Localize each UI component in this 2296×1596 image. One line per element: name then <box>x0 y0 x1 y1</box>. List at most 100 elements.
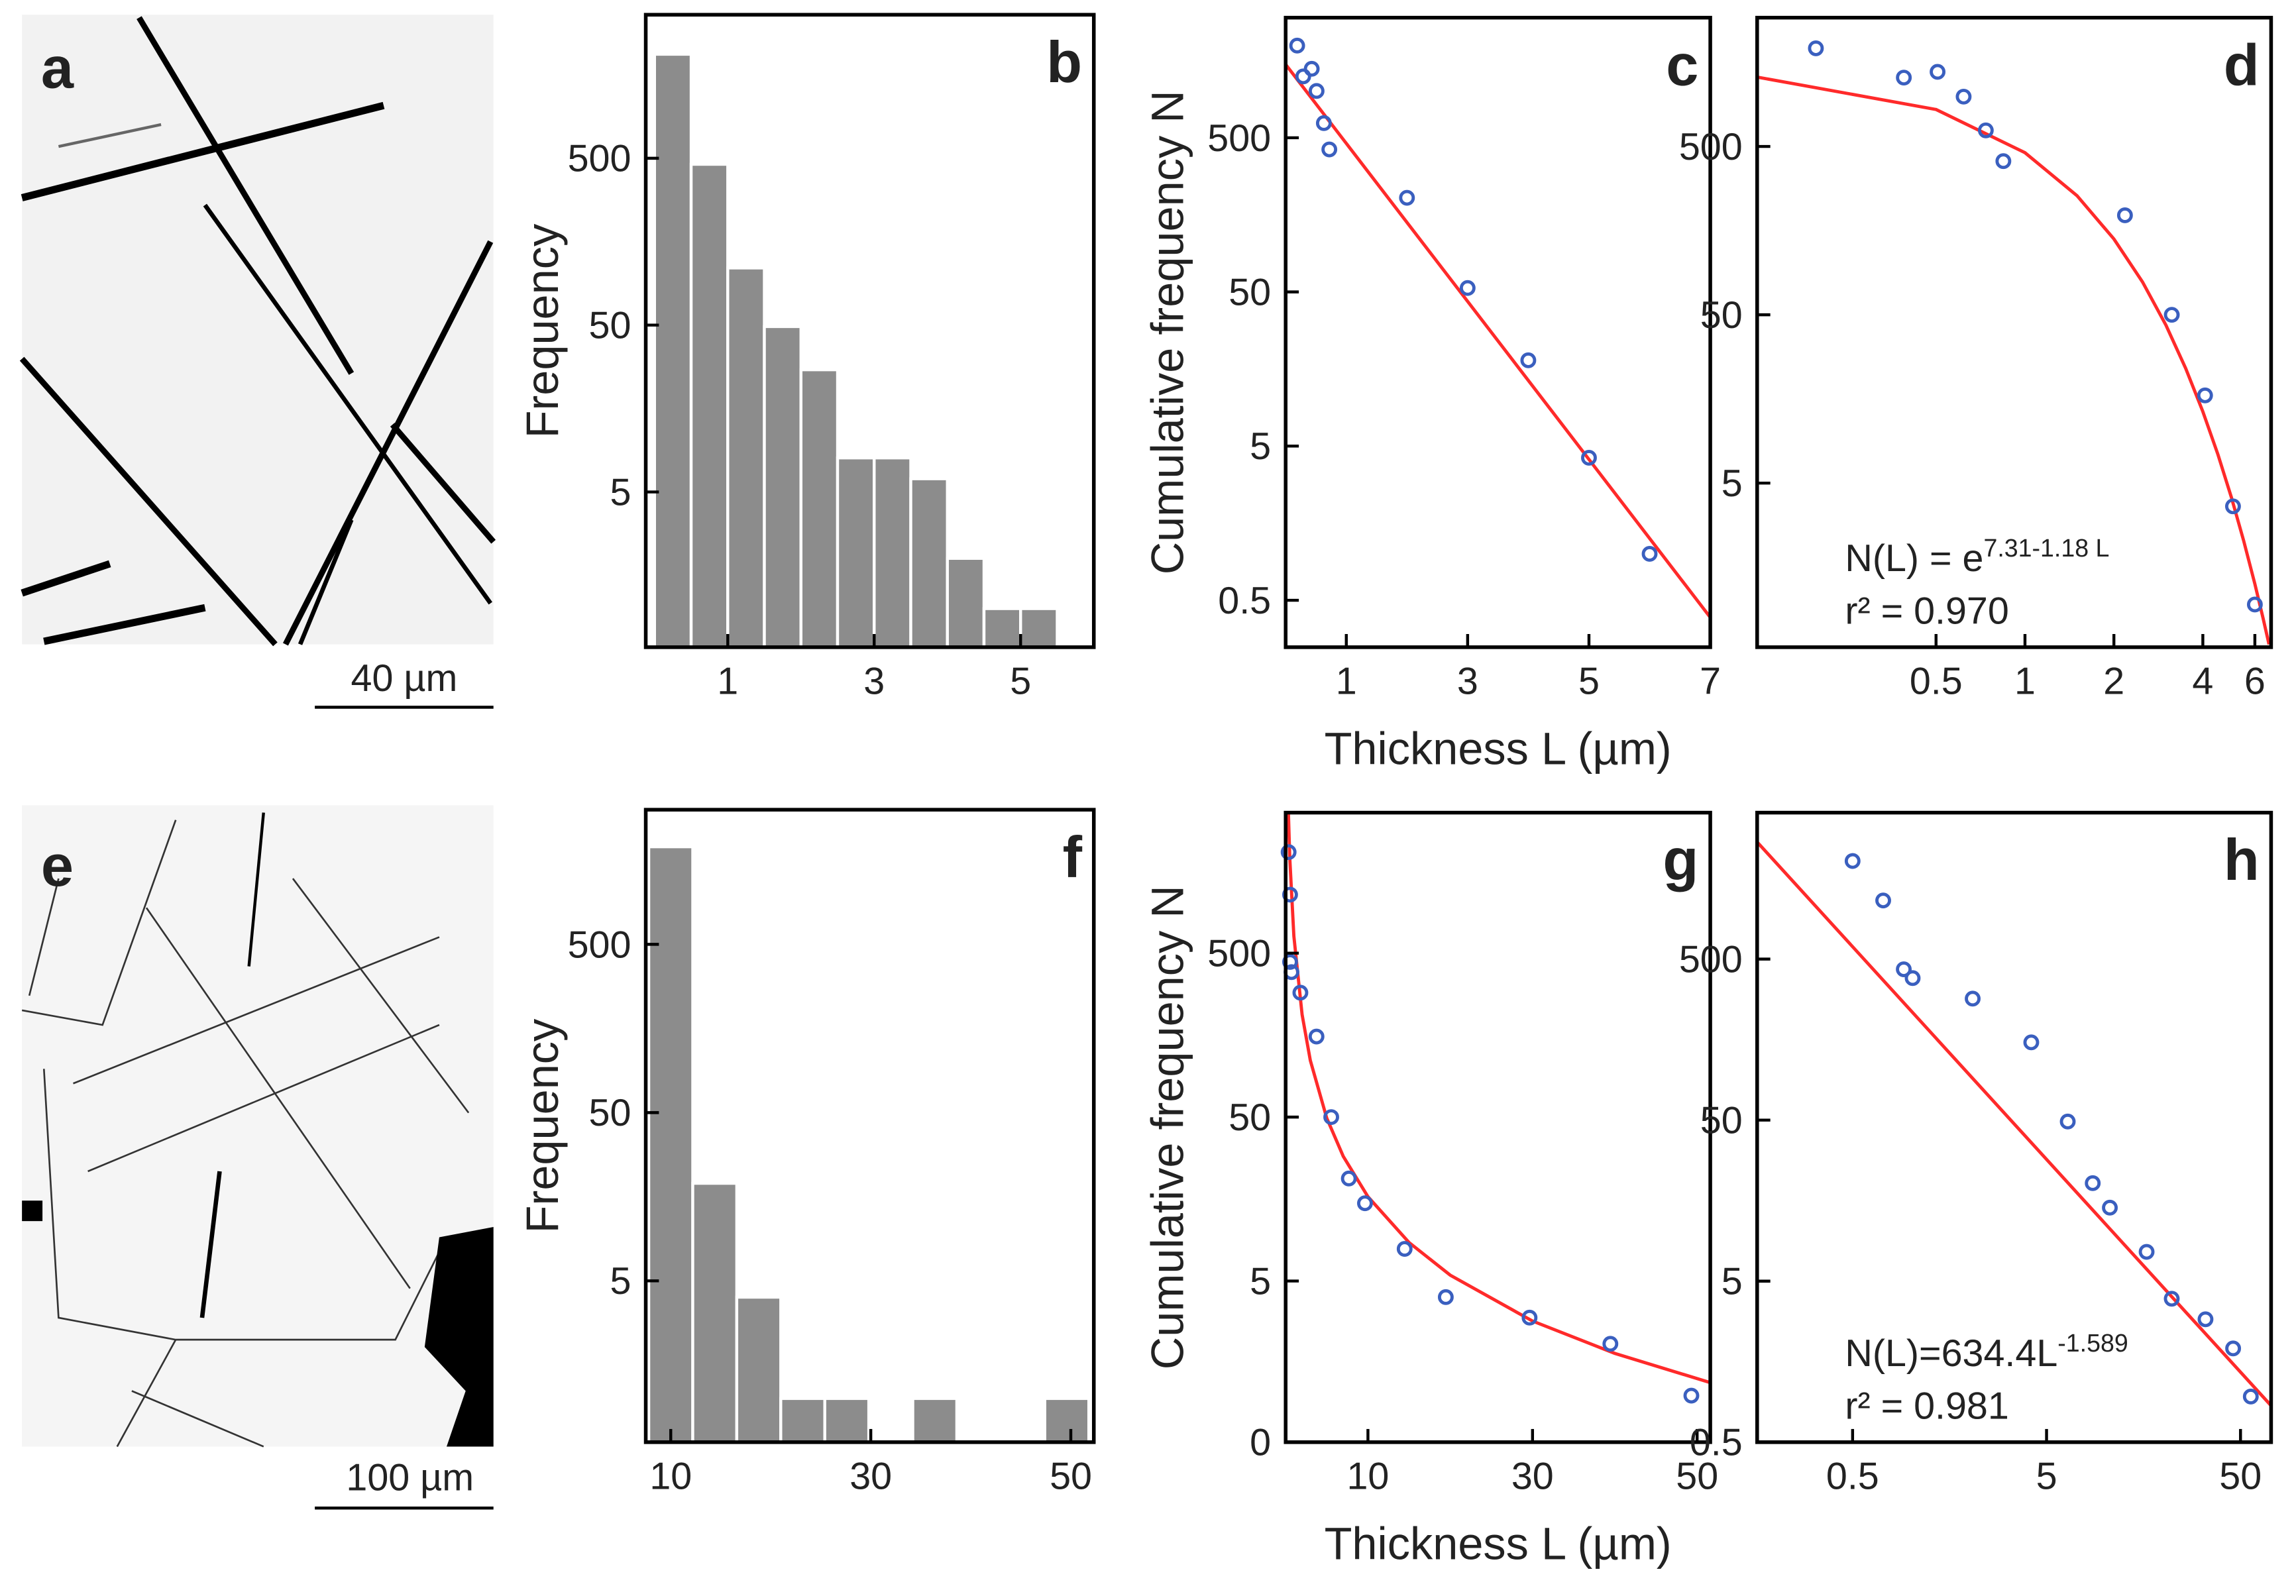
data-point <box>1844 853 1861 869</box>
equation-main: N(L) = e <box>1845 537 1983 580</box>
equation-superscript: -1.589 <box>2057 1329 2128 1357</box>
data-point <box>1357 1195 1373 1212</box>
x-tick-label: 0.5 <box>1826 1456 1879 1498</box>
data-point <box>1521 1309 1538 1326</box>
bar <box>946 557 986 649</box>
data-point <box>1315 115 1332 131</box>
bar <box>779 1397 826 1444</box>
fit-line <box>1285 63 1711 619</box>
y-tick-label: 50 <box>589 1092 631 1134</box>
scale-bar-label: 100 µm <box>346 1457 474 1499</box>
x-tick-label: 30 <box>1511 1456 1554 1498</box>
y-axis-label: Frequency <box>517 1018 568 1233</box>
data-point <box>2225 1340 2242 1357</box>
image-features <box>19 16 496 647</box>
panel-label: b <box>1046 29 1082 95</box>
x-tick-label: 4 <box>2192 661 2213 703</box>
x-tick-label: 5 <box>1578 661 1600 703</box>
x-tick-label: 3 <box>863 661 885 703</box>
x-tick-label: 30 <box>849 1456 892 1498</box>
x-axis-label: Thickness L (µm) <box>1325 1518 1672 1569</box>
data-point <box>2246 596 2263 613</box>
image-features <box>21 812 470 1448</box>
x-tick-label: 3 <box>1457 661 1478 703</box>
fit-line <box>1757 75 2271 645</box>
data-point <box>1977 122 1994 138</box>
y-tick-label: 500 <box>568 924 631 966</box>
data-point <box>2085 1175 2101 1191</box>
y-tick-label: 5 <box>610 471 631 513</box>
y-tick-label: 0.5 <box>1690 1422 1743 1464</box>
equation-superscript: 7.31-1.18 L <box>1983 534 2109 562</box>
panel-label: h <box>2224 827 2260 892</box>
data-point <box>2163 307 2180 323</box>
x-tick-label: 1 <box>1336 661 1357 703</box>
y-tick-label: 5 <box>1722 462 1743 505</box>
data-point <box>1282 886 1298 903</box>
panel-label: d <box>2224 32 2260 97</box>
r-squared: r² = 0.981 <box>1845 1385 2008 1427</box>
axes-frame <box>1755 810 2273 1444</box>
fit-line <box>1287 814 1711 1385</box>
bar <box>873 456 912 649</box>
data-point <box>1437 1289 1454 1305</box>
data-point <box>1289 37 1305 54</box>
bar <box>691 1181 739 1444</box>
panel-label: f <box>1063 824 1083 890</box>
data-point <box>2224 498 2241 515</box>
data-point <box>1904 970 1921 986</box>
data-point <box>1930 64 1946 80</box>
data-point <box>1396 1241 1413 1257</box>
x-axis-label: Thickness L (µm) <box>1325 723 1672 774</box>
bar <box>799 368 840 649</box>
data-point <box>1323 1109 1339 1126</box>
data-point <box>1955 88 1972 105</box>
panel-label: e <box>41 833 74 898</box>
y-tick-label: 5 <box>1722 1261 1743 1303</box>
x-tick-label: 50 <box>2219 1456 2262 1498</box>
bar <box>735 1295 783 1444</box>
x-tick-label: 5 <box>1010 661 1031 703</box>
y-tick-label: 5 <box>1250 1260 1271 1303</box>
x-tick-label: 10 <box>649 1456 692 1498</box>
image-dark-region <box>22 1200 43 1222</box>
y-tick-label: 50 <box>589 305 631 347</box>
axes-frame <box>643 13 1096 649</box>
data-point <box>1965 990 1981 1007</box>
data-point <box>1602 1336 1619 1352</box>
data-point <box>1399 189 1415 206</box>
bar <box>1019 607 1059 649</box>
y-tick-label: 5 <box>610 1260 631 1303</box>
data-point <box>1340 1170 1357 1187</box>
y-tick-label: 500 <box>1679 126 1743 168</box>
data-point <box>1303 60 1320 77</box>
y-tick-label: 5 <box>1250 425 1271 468</box>
bar <box>726 266 766 649</box>
data-point <box>2163 1291 2180 1307</box>
x-tick-label: 1 <box>717 661 738 703</box>
data-point <box>1308 83 1325 99</box>
data-point <box>2242 1389 2259 1405</box>
y-tick-label: 50 <box>1700 1100 1743 1142</box>
r-squared: r² = 0.970 <box>1845 590 2008 633</box>
panel-label: c <box>1666 32 1698 97</box>
panel: 5 50 500 1 3 5 b Frequency <box>517 13 1096 703</box>
y-axis-label: Frequency <box>517 223 568 438</box>
axes-frame <box>1755 15 2273 649</box>
equation: N(L) = e7.31-1.18 L <box>1845 534 2109 580</box>
bar <box>836 456 876 649</box>
data-point <box>1808 40 1824 56</box>
micrograph-e: e 100 µm <box>21 805 494 1510</box>
x-tick-label: 5 <box>2036 1456 2057 1498</box>
data-point <box>1321 141 1338 158</box>
image-background <box>22 15 494 645</box>
data-point <box>2197 387 2213 403</box>
data-point <box>1459 280 1476 296</box>
y-tick-label: 50 <box>1229 272 1271 314</box>
y-tick-label: 0 <box>1250 1422 1271 1464</box>
data-point <box>1683 1387 1700 1404</box>
bar <box>763 325 802 649</box>
x-tick-label: 1 <box>2014 661 2036 703</box>
data-point <box>2138 1244 2155 1260</box>
